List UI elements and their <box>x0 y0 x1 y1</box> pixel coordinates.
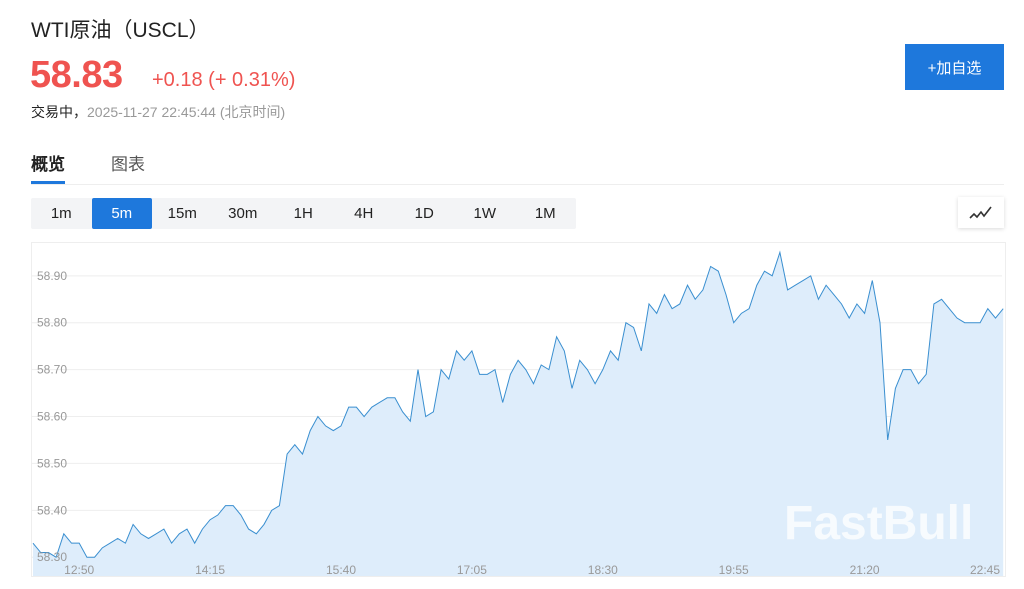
last-price: 58.83 <box>30 54 123 96</box>
tab-bar: 概览 图表 <box>31 150 1004 185</box>
timeframe-1m[interactable]: 1m <box>50 205 72 222</box>
x-tick-label: 15:40 <box>326 563 356 577</box>
x-tick-label: 17:05 <box>457 563 487 577</box>
line-chart-icon <box>969 206 992 219</box>
area-fill <box>33 252 1004 576</box>
price-chart-svg: FastBull 58.30 58.40 58.50 58.60 58.70 58.80 58… <box>32 250 1004 577</box>
x-tick-label: 19:55 <box>719 563 749 577</box>
y-tick-label: 58.80 <box>37 316 67 330</box>
timeframe-1w[interactable]: 1W <box>473 205 497 222</box>
y-tick-label: 58.50 <box>37 456 67 470</box>
x-tick-label: 21:20 <box>850 563 880 577</box>
trading-status: 交易中，2025-11-27 22:45:44 (北京时间) <box>31 102 285 122</box>
y-tick-label: 58.70 <box>37 363 67 377</box>
timeframe-30m[interactable]: 30m <box>228 205 258 222</box>
price-line <box>32 250 1004 558</box>
chart-type-button[interactable] <box>958 197 1004 228</box>
tab-overview[interactable]: 概览 <box>31 150 65 184</box>
status-label: 交易中， <box>31 104 87 120</box>
timeframe-1mo[interactable]: 1M <box>534 205 556 222</box>
y-tick-label: 58.90 <box>37 269 67 283</box>
y-tick-label: 58.60 <box>37 410 67 424</box>
y-tick-label: 58.40 <box>37 503 67 517</box>
timeframe-1h[interactable]: 1H <box>293 205 313 222</box>
timeframe-5m[interactable]: 5m <box>91 198 152 229</box>
timeframe-1d[interactable]: 1D <box>414 205 434 222</box>
price-change: +0.18 (+ 0.31%) <box>152 69 296 91</box>
x-tick-label: 18:30 <box>588 563 618 577</box>
instrument-title: WTI原油（USCL） <box>31 19 210 42</box>
tab-chart[interactable]: 图表 <box>111 155 145 174</box>
x-tick-label: 14:15 <box>195 563 225 577</box>
timeframe-4h[interactable]: 4H <box>354 205 374 222</box>
fastbull-watermark: FastBull <box>784 497 973 550</box>
add-to-watchlist-button[interactable]: +加自选 <box>905 44 1004 90</box>
timeframe-selector: 1m 5m 15m 30m 1H 4H 1D 1W 1M <box>31 198 576 229</box>
price-chart[interactable]: FastBull 58.30 58.40 58.50 58.60 58.70 58.80 58… <box>31 242 1006 577</box>
timestamp: 2025-11-27 22:45:44 (北京时间) <box>87 104 286 120</box>
x-tick-label: 12:50 <box>64 563 94 577</box>
y-tick-label: 58.30 <box>37 550 67 564</box>
timeframe-15m[interactable]: 15m <box>167 205 197 222</box>
x-tick-label: 22:45 <box>970 563 1000 577</box>
